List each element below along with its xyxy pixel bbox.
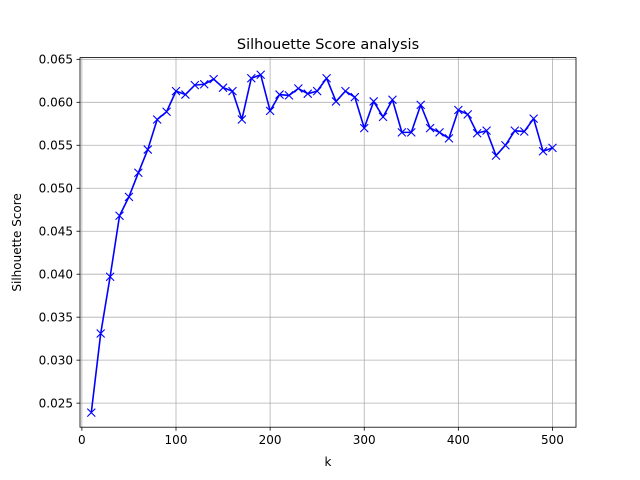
data-point-marker [425,123,435,133]
series-layer [86,70,557,417]
x-tick-label: 400 [447,433,470,447]
data-point-marker [162,107,171,117]
x-tick-label: 500 [541,433,564,447]
data-point-marker [369,97,379,106]
data-point-marker [548,143,557,153]
data-point-marker [519,127,529,136]
y-axis-label: Silhouette Score [10,193,24,291]
x-tick-label: 100 [165,433,188,447]
data-point-marker [115,211,124,221]
data-point-marker [463,109,473,119]
data-point-marker [312,86,322,96]
data-point-marker [218,83,228,93]
y-tick-label: 0.035 [39,310,73,324]
data-point-marker [171,86,181,96]
data-point-marker [256,70,266,80]
data-point-marker [444,134,454,143]
data-point-marker [406,127,416,137]
data-point-marker [133,168,143,178]
series-line [90,73,553,413]
data-point-marker [275,90,284,99]
ticks: 0 100 200 300 400 500 0.025 0.030 0.035 0.040 0.04… [39,53,564,448]
y-tick-label: 0.055 [39,138,73,152]
data-point-marker [86,408,96,417]
data-point-marker [303,89,313,99]
data-point-marker [453,105,463,115]
data-point-marker [378,112,388,122]
y-tick-label: 0.025 [39,396,73,410]
data-point-marker [209,74,219,84]
plot-frame [79,57,577,428]
data-point-marker [143,145,153,154]
data-point-marker [397,127,407,137]
data-point-marker [501,140,510,150]
data-point-marker [246,73,256,83]
data-point-marker [228,86,237,96]
data-point-marker [359,123,369,133]
data-point-marker [529,114,539,124]
data-point-marker [435,127,444,137]
data-point-marker [388,95,397,105]
data-point-marker [105,272,115,282]
data-point-marker [331,97,341,106]
data-point-marker [284,91,294,100]
data-point-marker [293,84,303,93]
y-tick-label: 0.040 [39,267,73,281]
data-point-marker [199,79,209,89]
y-tick-label: 0.030 [39,353,73,367]
y-tick-label: 0.050 [39,181,73,195]
x-tick-label: 200 [259,433,282,447]
data-point-marker [416,100,426,110]
data-point-marker [538,146,548,156]
data-point-marker [510,126,520,136]
data-point-marker [152,115,162,124]
data-point-marker [181,90,190,99]
data-point-marker [322,73,331,83]
data-point-marker [491,151,501,160]
data-point-marker [190,80,200,90]
chart-title: Silhouette Score analysis [237,37,419,53]
y-tick-label: 0.065 [39,53,73,67]
data-point-marker [96,329,106,338]
data-point-marker [482,126,491,136]
data-point-marker [341,86,350,96]
data-point-marker [124,192,134,202]
y-tick-label: 0.045 [39,224,73,238]
data-point-marker [350,92,360,102]
x-tick-label: 300 [353,433,376,447]
grid [80,57,576,428]
data-point-marker [237,115,247,124]
x-axis-label: k [325,455,332,469]
data-point-marker [472,128,482,138]
y-tick-label: 0.060 [39,95,73,109]
data-point-marker [265,106,275,116]
x-tick-label: 0 [78,433,86,447]
